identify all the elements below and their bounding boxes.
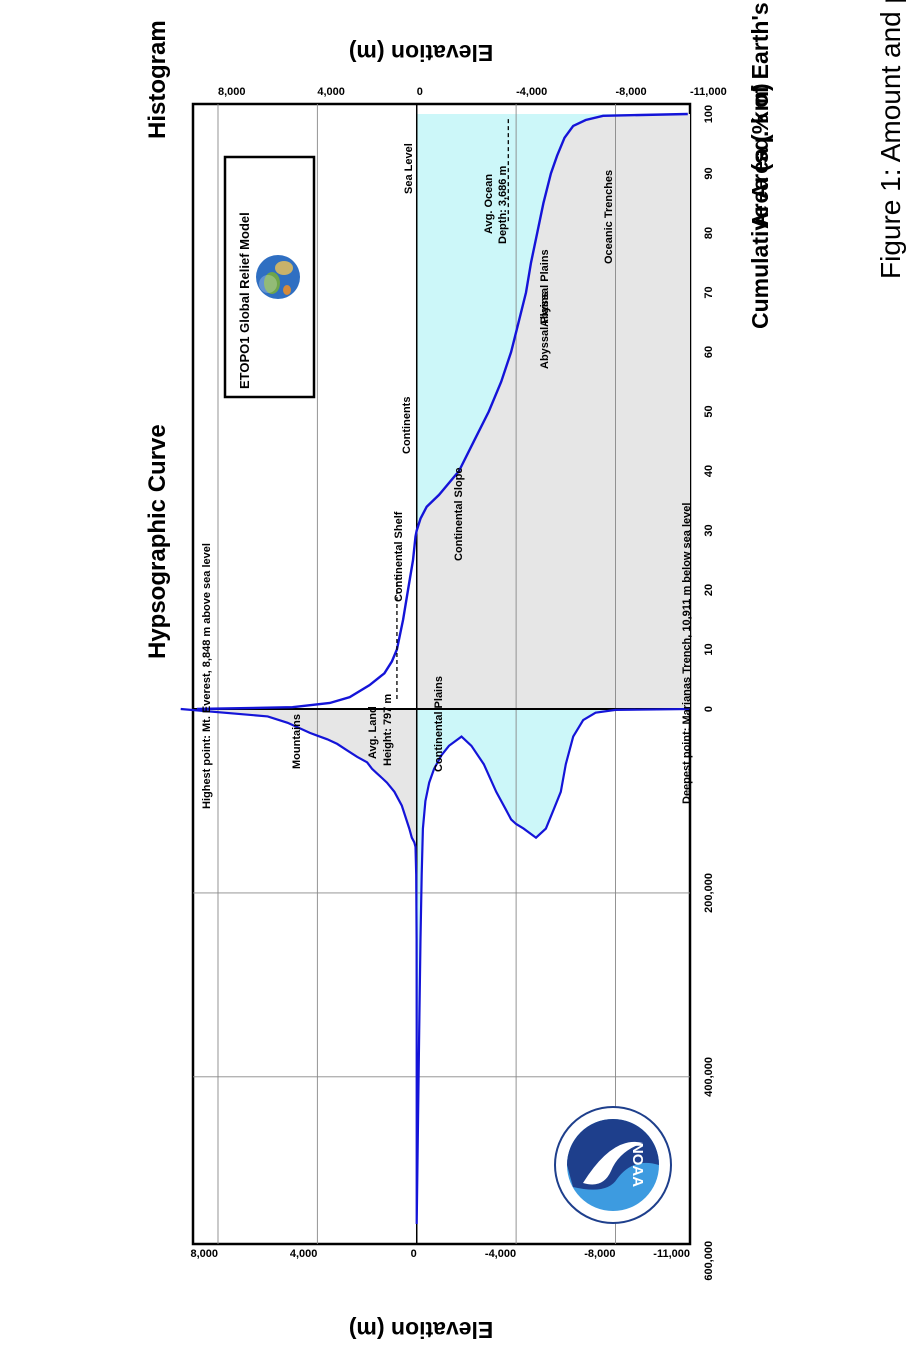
annotation-avg-ocean-line2: Depth: 3,686 m: [497, 166, 509, 244]
annotation-continental-plains: Continental Plains: [433, 676, 445, 772]
hypsographic-ocean-fill: [416, 114, 688, 531]
hypsographic-percent-tick: 60: [703, 346, 715, 358]
legend-title: ETOPO1 Global Relief Model: [237, 212, 252, 389]
histogram-land-fill: [180, 709, 417, 1224]
annotation-abyssal-plains: Abyssal Plains: [539, 249, 551, 327]
histogram-area-tick: 200,000: [703, 873, 715, 913]
globe-icon: [256, 255, 300, 299]
histogram-area-tick: 0: [703, 706, 715, 712]
histogram-series-line: [180, 707, 691, 1225]
hypsographic-elevation-tick: -11,000: [690, 86, 727, 98]
tick-labels: 8,000 4,000 0 -4,000 -8,000 -11,000 8,000 4,000…: [190, 86, 726, 1281]
annotation-continental-shelf: Continental Shelf: [393, 511, 405, 602]
hypsographic-percent-tick: 80: [703, 227, 715, 239]
rotated-chart: 8,000 4,000 0 -4,000 -8,000 -11,000 8,000 4,000…: [144, 0, 906, 1281]
annotation-mountains: Mountains: [291, 714, 303, 769]
histogram-elevation-tick: -4,000: [485, 1248, 516, 1260]
hypsographic-elevation-tick: -4,000: [516, 86, 547, 98]
hypsographic-elevation-tick: 4,000: [317, 86, 345, 98]
hypsographic-land-fill: [196, 530, 417, 709]
histogram-elevation-tick: -8,000: [584, 1248, 615, 1260]
annotation-avg-land-line1: Avg. Land: [367, 706, 379, 759]
annotation-highest-point: Highest point: Mt. Everest, 8,848 m abov…: [201, 543, 213, 809]
noaa-logo-text: NOAA: [629, 1143, 646, 1187]
histogram-elevation-tick: -11,000: [653, 1248, 690, 1260]
annotation-sea-level: Sea Level: [403, 143, 415, 194]
annotation-deepest-point: Deepest point: Marianas Trench, 10,911 m…: [681, 503, 693, 804]
hypsographic-percent-tick: 30: [703, 524, 715, 536]
histogram-ocean-fill: [416, 709, 690, 1123]
figure-caption: Figure 1: Amount and percentage of land …: [875, 0, 906, 279]
hypsographic-percent-tick: 100: [703, 105, 715, 123]
histogram-area-tick: 400,000: [703, 1057, 715, 1097]
hypsographic-percent-tick: 10: [703, 643, 715, 655]
annotation-continents: Continents: [401, 397, 413, 454]
hypsographic-elevation-tick: 0: [417, 86, 423, 98]
histogram-area-tick: 600,000: [703, 1241, 715, 1281]
elevation-axis-title-bottom: Elevation (m): [349, 1317, 493, 1343]
annotation-oceanic-trenches: Oceanic Trenches: [603, 170, 615, 264]
annotation-abyssal-plains-histogram: Abyssal Plains: [539, 291, 551, 369]
hypsographic-crust-fill: [196, 114, 690, 709]
hypsographic-percent-tick: 40: [703, 465, 715, 477]
hypsographic-elevation-tick: 8,000: [218, 86, 246, 98]
hypsographic-percent-tick: 70: [703, 286, 715, 298]
annotation-continental-slope: Continental Slope: [453, 468, 465, 562]
noaa-logo: NOAA: [554, 1106, 672, 1224]
hypsographic-elevation-tick: -8,000: [615, 86, 646, 98]
hypsographic-percent-tick: 90: [703, 167, 715, 179]
histogram-title: Histogram: [144, 20, 171, 139]
hypsographic-percent-tick: 50: [703, 405, 715, 417]
hypsographic-x-axis-title: Cumulative Area (% of Earth's surface): [747, 0, 773, 329]
histogram-elevation-tick: 4,000: [290, 1248, 318, 1260]
annotation-avg-ocean-line1: Avg. Ocean: [483, 174, 495, 234]
histogram-elevation-tick: 0: [411, 1248, 417, 1260]
histogram-x-axis-title: Area (sq. km): [747, 83, 773, 229]
hypsographic-series-line: [196, 112, 688, 711]
hypsographic-percent-tick: 20: [703, 584, 715, 596]
annotation-avg-land-line2: Height: 797 m: [382, 694, 394, 766]
histogram-elevation-tick: 8,000: [190, 1248, 218, 1260]
hypsographic-title: Hypsographic Curve: [144, 424, 171, 659]
elevation-axis-title-top: Elevation (m): [349, 40, 493, 66]
